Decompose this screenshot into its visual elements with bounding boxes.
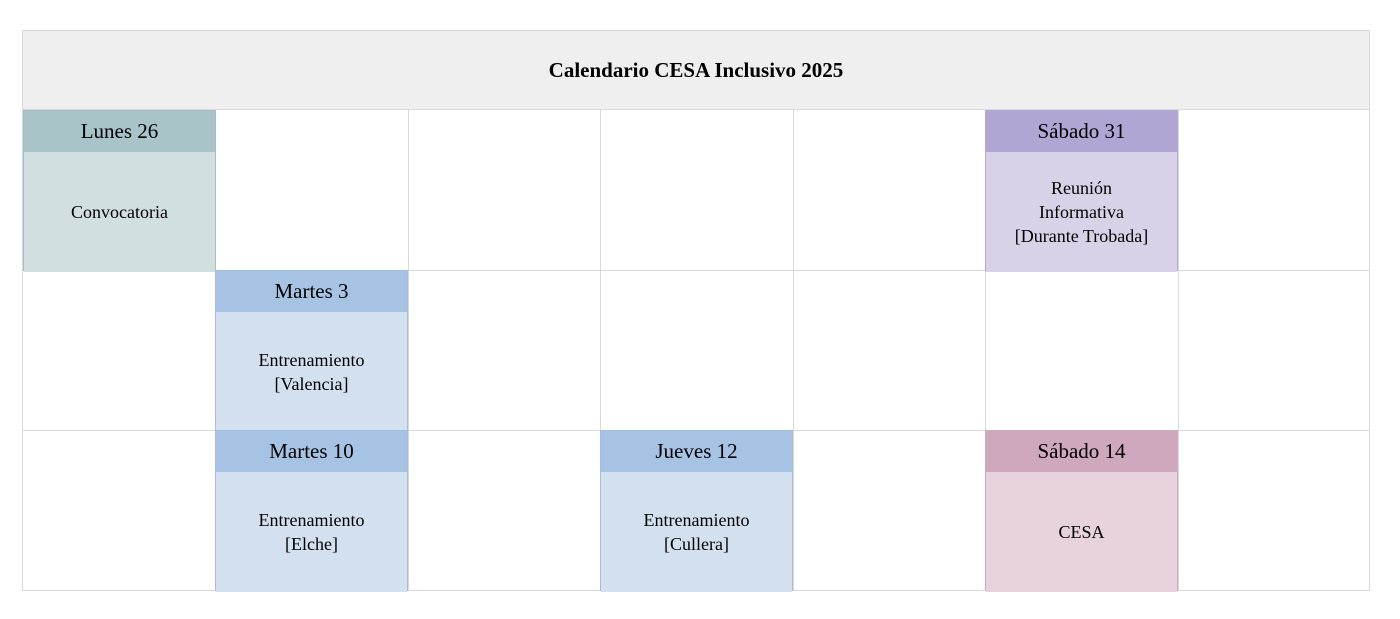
event-description: Entrenamiento [Valencia] [216,312,407,432]
grid-line [985,110,986,590]
calendar: Calendario CESA Inclusivo 2025 Lunes 26 … [22,30,1370,592]
event-martes-3[interactable]: Martes 3 Entrenamiento [Valencia] [215,270,408,432]
event-lunes-26[interactable]: Lunes 26 Convocatoria [23,110,216,272]
event-day: Jueves 12 [601,431,792,472]
event-description: Entrenamiento [Cullera] [601,472,792,592]
event-day: Martes 3 [216,271,407,312]
event-description: Convocatoria [24,152,215,272]
event-day: Sábado 14 [986,431,1177,472]
event-sabado-14[interactable]: Sábado 14 CESA [985,430,1178,592]
event-day: Lunes 26 [24,111,215,152]
grid-line [408,110,409,590]
grid-line [1178,110,1179,590]
calendar-title: Calendario CESA Inclusivo 2025 [23,31,1369,110]
event-description: CESA [986,472,1177,592]
grid-line [23,270,1369,271]
event-day: Sábado 31 [986,111,1177,152]
grid-line [600,110,601,590]
event-sabado-31[interactable]: Sábado 31 Reunión Informativa [Durante T… [985,110,1178,272]
calendar-grid: Lunes 26 Convocatoria Sábado 31 Reunión … [23,110,1369,592]
event-martes-10[interactable]: Martes 10 Entrenamiento [Elche] [215,430,408,592]
grid-line [793,110,794,590]
event-jueves-12[interactable]: Jueves 12 Entrenamiento [Cullera] [600,430,793,592]
event-description: Reunión Informativa [Durante Trobada] [986,152,1177,272]
event-day: Martes 10 [216,431,407,472]
event-description: Entrenamiento [Elche] [216,472,407,592]
